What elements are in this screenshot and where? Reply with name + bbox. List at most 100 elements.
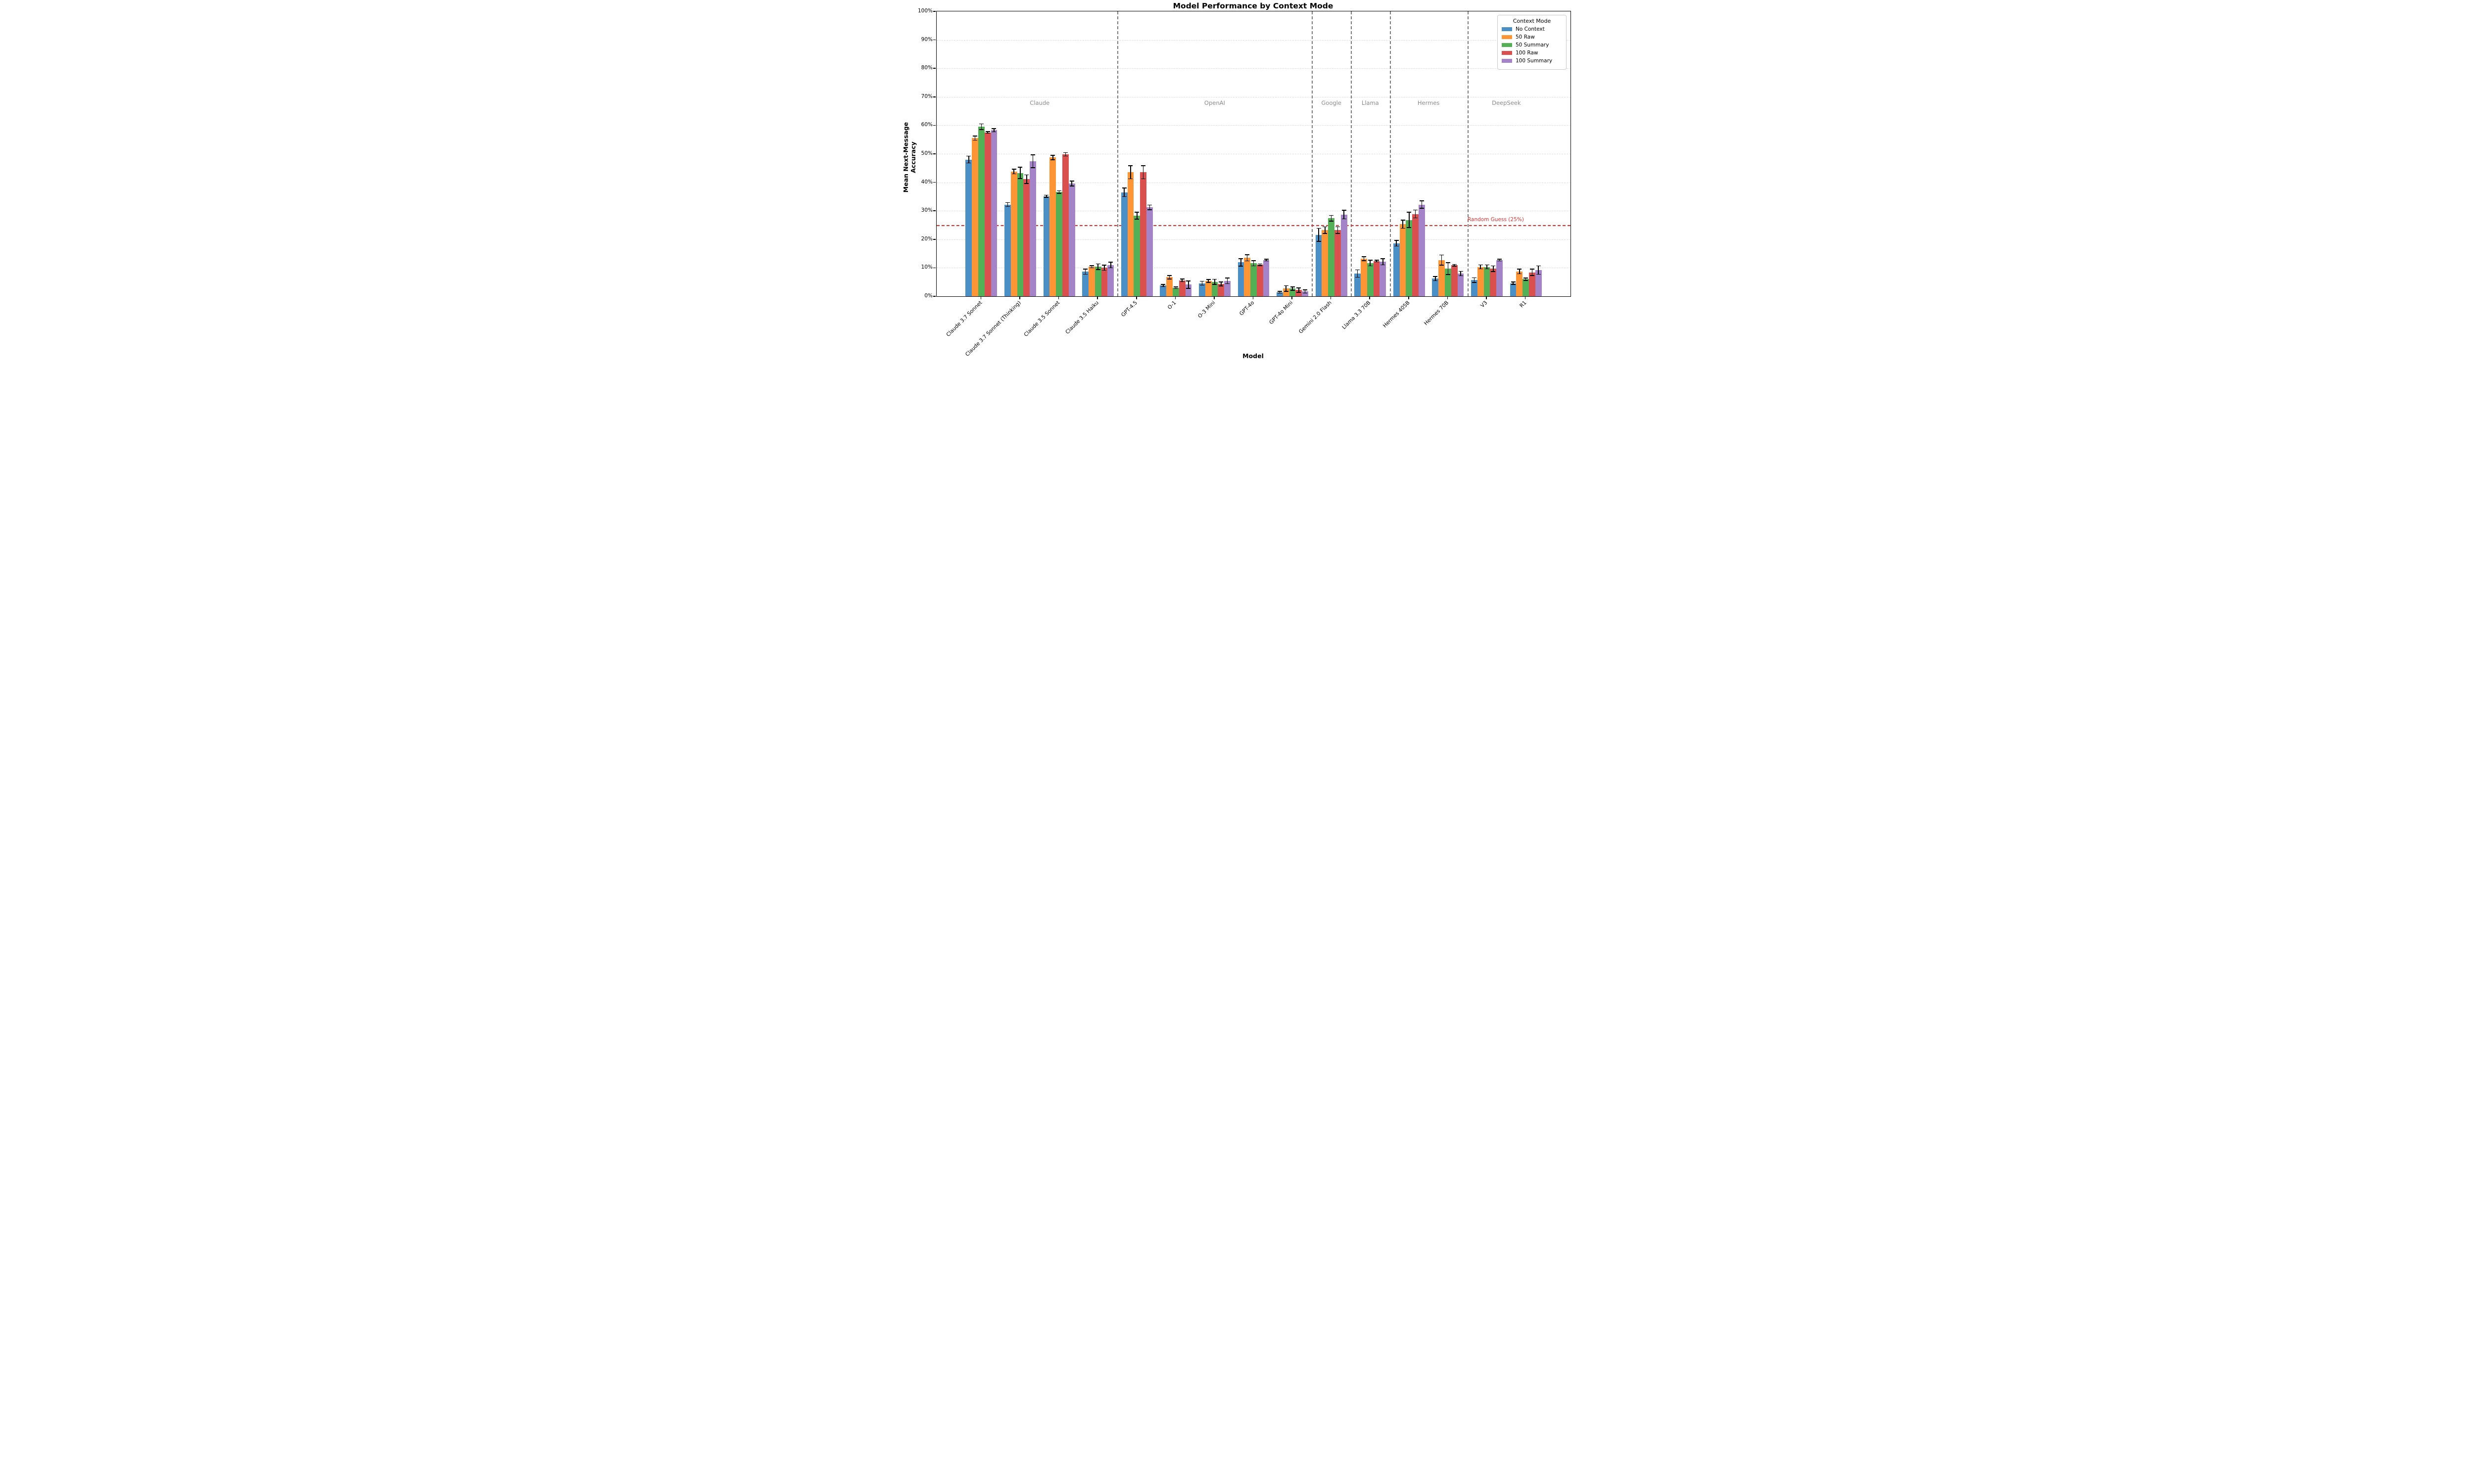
x-tick-mark [980, 297, 982, 299]
error-bar-cap [1529, 275, 1534, 276]
error-bar [1396, 240, 1397, 246]
bar-no-context [1160, 285, 1167, 296]
error-bar-cap [1141, 178, 1146, 180]
error-bar-cap [1057, 190, 1062, 191]
error-bar-cap [1102, 265, 1107, 266]
error-bar [968, 156, 969, 163]
legend-item-label: No Context [1516, 26, 1545, 32]
error-bar [1071, 181, 1072, 186]
bar-100-raw [1373, 261, 1380, 296]
error-bar-cap [1212, 278, 1217, 280]
y-gridline [937, 68, 1570, 69]
error-bar-cap [1491, 265, 1496, 267]
error-bar-cap [1108, 262, 1113, 263]
error-bar-cap [1329, 221, 1334, 222]
y-tick-mark [933, 239, 936, 240]
vendor-label-hermes: Hermes [1417, 99, 1440, 107]
error-bar-cap [1018, 178, 1023, 179]
error-bar [1531, 269, 1533, 276]
x-tick-label: GPT-4o Mini [1268, 300, 1294, 326]
error-bar-cap [1122, 196, 1127, 197]
x-tick-mark [1524, 297, 1526, 299]
error-bar-cap [1413, 209, 1418, 211]
error-bar-cap [1277, 292, 1282, 294]
plot-area: Claude OpenAI Google Llama Hermes DeepSeek Ran… [933, 11, 1571, 297]
error-bar-cap [1063, 152, 1068, 153]
bar-100-raw [1490, 269, 1497, 296]
error-bar-cap [1491, 271, 1496, 272]
y-tick-label: 90% [921, 36, 933, 43]
error-bar-cap [1083, 274, 1088, 275]
error-bar-cap [1284, 285, 1288, 286]
error-bar-cap [1212, 284, 1217, 285]
error-bar-cap [985, 131, 990, 132]
legend-swatch [1502, 35, 1512, 39]
legend: Context Mode No Context 50 Raw 50 Summary 1… [1497, 15, 1567, 70]
bar-no-context [1354, 273, 1361, 296]
error-bar-cap [1303, 289, 1308, 290]
y-tick-mark [933, 39, 936, 41]
error-bar-cap [1161, 284, 1166, 285]
x-tick-label: Claude 3.5 Sonnet [1023, 300, 1061, 338]
error-bar-cap [1374, 260, 1379, 261]
bar-no-context [1121, 192, 1128, 296]
error-bar [1447, 263, 1449, 275]
error-bar [1026, 175, 1027, 184]
error-bar-cap [1394, 240, 1399, 241]
error-bar-cap [1206, 279, 1211, 280]
error-bar-cap [992, 131, 997, 133]
bar-100-summary [1030, 161, 1036, 296]
error-bar-cap [1050, 155, 1055, 156]
error-bar-cap [1005, 206, 1010, 207]
bar-100-summary [991, 130, 998, 296]
error-bar [1110, 262, 1111, 268]
x-tick-label: GPT-4.5 [1120, 300, 1139, 319]
error-bar [1227, 278, 1228, 284]
error-bar [1376, 260, 1377, 262]
x-tick-label: Llama 3.3 70B [1341, 300, 1372, 331]
error-bar-cap [1284, 291, 1288, 292]
error-bar [1007, 202, 1008, 207]
error-bar [1357, 270, 1358, 278]
error-bar-cap [1296, 287, 1301, 288]
bar-100-summary [1185, 284, 1192, 296]
error-bar-cap [1529, 269, 1534, 270]
y-gridline [937, 40, 1570, 41]
bar-50-raw [1516, 271, 1523, 296]
y-tick-label: 10% [921, 264, 933, 271]
error-bar-cap [1005, 202, 1010, 203]
error-bar [1409, 212, 1410, 228]
error-bar-cap [1206, 281, 1211, 283]
error-bar-cap [1478, 268, 1483, 270]
error-bar-cap [1161, 286, 1166, 287]
error-bar-cap [1452, 264, 1457, 265]
bar-100-raw [1140, 172, 1146, 296]
bar-50-summary [1250, 263, 1257, 296]
error-bar-cap [1089, 265, 1094, 266]
y-tick-label: 20% [921, 235, 933, 242]
vendor-label-llama: Llama [1361, 99, 1379, 107]
bar-100-raw [1529, 272, 1535, 296]
bar-no-context [1277, 292, 1283, 296]
error-bar-cap [1173, 288, 1178, 289]
bar-100-raw [1295, 290, 1302, 296]
error-bar-cap [1147, 209, 1152, 210]
legend-item-label: 100 Raw [1516, 50, 1538, 56]
error-bar [1519, 269, 1520, 274]
error-bar-cap [1173, 286, 1178, 287]
error-bar-cap [1199, 280, 1204, 282]
bar-50-raw [1010, 171, 1017, 296]
x-tick-label: O-1 [1166, 300, 1178, 311]
error-bar-cap [1167, 278, 1172, 279]
error-bar-cap [1251, 265, 1256, 267]
error-bar-cap [1400, 228, 1405, 229]
bar-no-context [1315, 234, 1322, 296]
error-bar-cap [1323, 226, 1328, 228]
error-bar-cap [1147, 204, 1152, 206]
error-bar-cap [1199, 284, 1204, 286]
error-bar [1046, 195, 1047, 198]
error-bar [1337, 227, 1338, 234]
legend-swatch [1502, 51, 1512, 55]
error-bar-cap [1245, 260, 1250, 262]
error-bar [1382, 258, 1383, 265]
